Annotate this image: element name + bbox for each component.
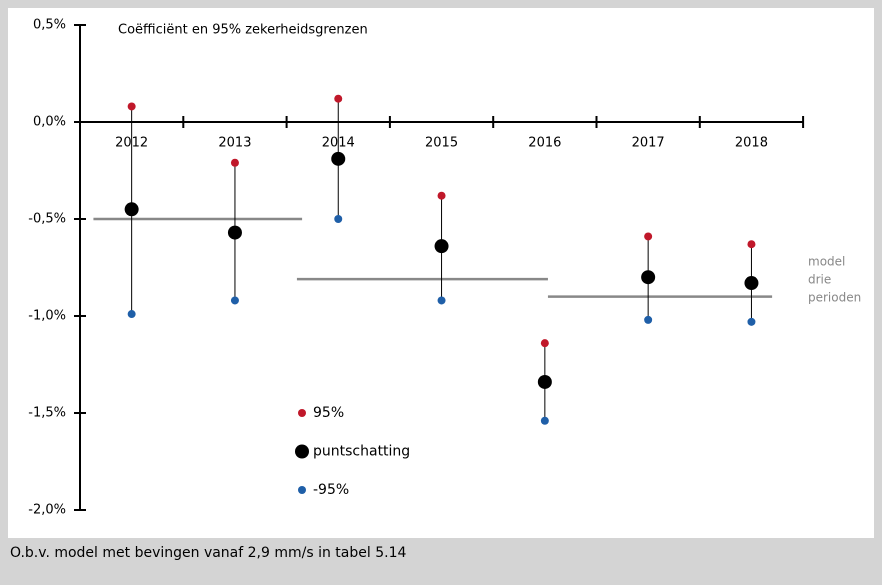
model-label: drie [808,273,831,287]
point [127,102,136,111]
x-tick-label: 2017 [632,136,665,151]
x-tick-label: 2016 [528,136,561,151]
y-tick-label: 0,0% [33,115,66,130]
y-tick-label: -2,0% [28,503,66,518]
point [540,339,549,348]
point [644,315,653,324]
point [540,416,549,425]
point [334,215,343,223]
x-tick-label: 2018 [735,136,768,151]
caption: O.b.v. model met bevingen vanaf 2,9 mm/s… [10,545,406,561]
point [437,191,446,200]
point [124,202,139,217]
point [537,374,552,389]
point [644,232,653,241]
y-tick-label: -1,5% [28,406,66,421]
legend-marker [295,444,309,459]
x-tick-label: 2013 [218,136,251,151]
legend-marker [298,409,306,417]
point [331,151,346,166]
legend-label: -95% [313,482,349,498]
model-label: perioden [808,291,861,305]
point [230,296,239,305]
point [334,94,343,103]
plot-background [8,8,874,538]
legend-label: 95% [313,405,344,421]
legend-marker [298,486,306,494]
point [747,240,756,249]
y-tick-label: -0,5% [28,212,66,227]
point [230,158,239,167]
point [227,225,242,240]
point [434,239,449,254]
point [641,270,656,285]
point [437,296,446,305]
legend-label: puntschatting [313,444,410,460]
model-label: model [808,255,845,269]
point [747,317,756,326]
point [127,310,136,319]
y-tick-label: -1,0% [28,309,66,324]
x-tick-label: 2015 [425,136,458,151]
chart-title: Coëfficiënt en 95% zekerheidsgrenzen [118,23,368,38]
point [744,276,759,291]
y-tick-label: 0,5% [33,18,66,33]
